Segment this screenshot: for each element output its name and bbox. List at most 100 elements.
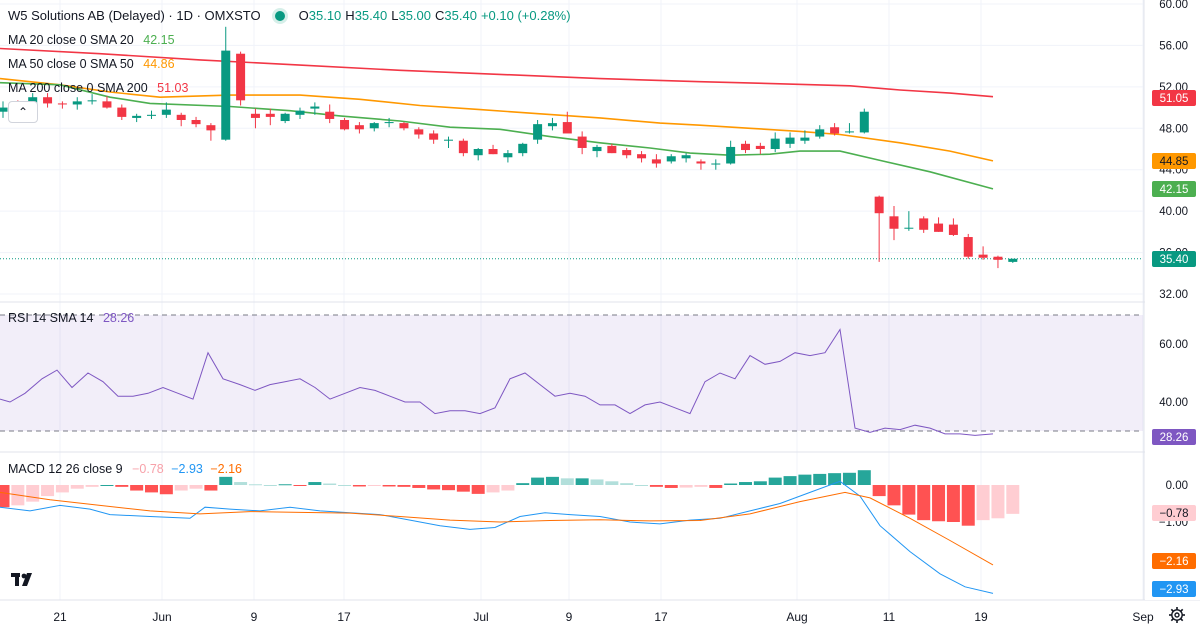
macd-histogram-bar bbox=[26, 485, 40, 502]
macd-line-tag: −2.93 bbox=[1159, 584, 1188, 596]
macd-legend[interactable]: MACD 12 26 close 9 −0.78 −2.93 −2.16 bbox=[8, 462, 242, 476]
macd-histogram-bar bbox=[768, 477, 782, 485]
macd-histogram-bar bbox=[976, 485, 990, 521]
candle-body bbox=[206, 125, 216, 131]
macd-histogram-bar bbox=[887, 485, 901, 506]
candle-body bbox=[429, 133, 439, 140]
price-tick-label: 40.00 bbox=[1159, 206, 1188, 218]
candle-body bbox=[310, 106, 320, 109]
price-tick-label: 32.00 bbox=[1159, 289, 1188, 301]
candle-body bbox=[651, 159, 661, 164]
ma20-price-tag: 42.15 bbox=[1160, 184, 1189, 196]
ma200-price-tag-bg bbox=[1152, 90, 1196, 106]
candle-body bbox=[280, 113, 290, 122]
ma50-legend[interactable]: MA 50 close 0 SMA 50 44.86 bbox=[8, 57, 175, 71]
ma50-label: MA 50 close 0 SMA 50 bbox=[8, 57, 134, 71]
macd-histogram-bar bbox=[263, 485, 277, 486]
candle-body bbox=[948, 224, 958, 235]
time-tick-label: Aug bbox=[786, 610, 807, 624]
candle-body bbox=[444, 139, 453, 141]
time-tick-label: Sep bbox=[1132, 610, 1154, 624]
macd-signal-tag: −2.16 bbox=[1159, 556, 1188, 568]
price-axis[interactable]: 60.0056.0052.0048.0044.0040.0036.0032.00… bbox=[1145, 0, 1200, 600]
macd-histogram-bar bbox=[367, 485, 381, 486]
macd-histogram-bar bbox=[545, 476, 559, 485]
macd-histogram-bar bbox=[456, 485, 470, 492]
price-tick-label: 48.00 bbox=[1159, 123, 1188, 135]
macd-histogram-bar bbox=[842, 472, 856, 485]
macd-histogram-bar bbox=[397, 485, 411, 487]
change-value: +0.10 (+0.28%) bbox=[480, 8, 571, 23]
candle-body bbox=[191, 120, 201, 125]
macd-histogram-bar bbox=[338, 485, 352, 486]
gear-icon[interactable] bbox=[1168, 606, 1186, 624]
collapse-legend-button[interactable]: ⌃ bbox=[8, 101, 38, 123]
ma20-legend[interactable]: MA 20 close 0 SMA 20 42.15 bbox=[8, 33, 175, 47]
macd-histogram-bar bbox=[828, 473, 842, 485]
macd-histogram-bar bbox=[664, 485, 678, 488]
macd-histogram-bar bbox=[278, 484, 292, 486]
candle-body bbox=[681, 155, 691, 159]
candle-body bbox=[889, 216, 899, 229]
macd-histogram-bar bbox=[694, 485, 708, 487]
rsi-value: 28.26 bbox=[102, 311, 135, 325]
candle-body bbox=[963, 237, 973, 257]
macd-histogram-bar bbox=[412, 485, 426, 488]
tradingview-logo-icon[interactable] bbox=[10, 568, 38, 592]
candle-body bbox=[547, 123, 557, 127]
candle-body bbox=[785, 137, 795, 144]
time-tick-label: 19 bbox=[974, 610, 988, 624]
macd-histogram-bar bbox=[85, 485, 99, 487]
rsi-pane bbox=[0, 314, 1143, 436]
candle-body bbox=[221, 50, 231, 140]
time-axis[interactable]: 21 Jun 9 17 Jul 9 17 Aug 11 19 Sep bbox=[53, 610, 1154, 624]
macd-histogram-bar bbox=[41, 485, 55, 497]
macd-histogram-bar bbox=[605, 481, 619, 485]
symbol-title[interactable]: W5 Solutions AB (Delayed) · 1D · OMXSTO bbox=[8, 8, 261, 23]
candle-body bbox=[325, 111, 335, 119]
candle-body bbox=[904, 227, 914, 229]
macd-line-tag-bg bbox=[1152, 581, 1196, 597]
candle-body bbox=[399, 123, 409, 129]
candle-body bbox=[874, 196, 884, 214]
macd-histogram-bar bbox=[813, 473, 827, 485]
macd-histogram-bar bbox=[679, 485, 693, 488]
time-tick-label: Jun bbox=[152, 610, 171, 624]
candle-body bbox=[87, 100, 97, 102]
candles bbox=[0, 26, 1018, 269]
macd-signal-tag-bg bbox=[1152, 553, 1196, 569]
macd-histogram-bar bbox=[70, 485, 84, 489]
candle-body bbox=[934, 223, 944, 232]
macd-histogram-bar bbox=[442, 485, 455, 491]
ma200-line bbox=[0, 47, 994, 98]
candle-body bbox=[147, 114, 156, 116]
ma50-value: 44.86 bbox=[143, 57, 175, 71]
symbol-header: W5 Solutions AB (Delayed) · 1D · OMXSTO … bbox=[8, 8, 575, 23]
rsi-legend[interactable]: RSI 14 SMA 14 28.26 bbox=[8, 311, 134, 325]
candle-body bbox=[562, 122, 572, 134]
close-label: C bbox=[435, 8, 445, 23]
candle-body bbox=[711, 163, 721, 165]
candle-body bbox=[993, 256, 1003, 260]
candle-body bbox=[43, 97, 53, 104]
macd-hist-value: −0.78 bbox=[132, 462, 164, 476]
candle-body bbox=[978, 254, 988, 258]
candle-body bbox=[458, 140, 468, 154]
macd-histogram-bar bbox=[531, 477, 545, 485]
ma200-legend[interactable]: MA 200 close 0 SMA 200 51.03 bbox=[8, 81, 188, 95]
candle-body bbox=[770, 138, 780, 149]
low-label: L bbox=[391, 8, 399, 23]
close-value: 35.40 bbox=[444, 8, 477, 23]
candle-body bbox=[488, 149, 498, 155]
rsi-line bbox=[0, 328, 994, 436]
macd-histogram-bar bbox=[783, 476, 797, 485]
macd-hist-tag: −0.78 bbox=[1159, 508, 1188, 520]
macd-histogram-bar bbox=[486, 485, 500, 493]
ma50-line bbox=[0, 77, 994, 162]
rsi-value-tag-bg bbox=[1152, 429, 1196, 445]
candle-body bbox=[340, 120, 350, 130]
candle-body bbox=[844, 131, 854, 133]
macd-hist-tag-bg bbox=[1152, 505, 1196, 521]
macd-line-value: −2.93 bbox=[171, 462, 203, 476]
